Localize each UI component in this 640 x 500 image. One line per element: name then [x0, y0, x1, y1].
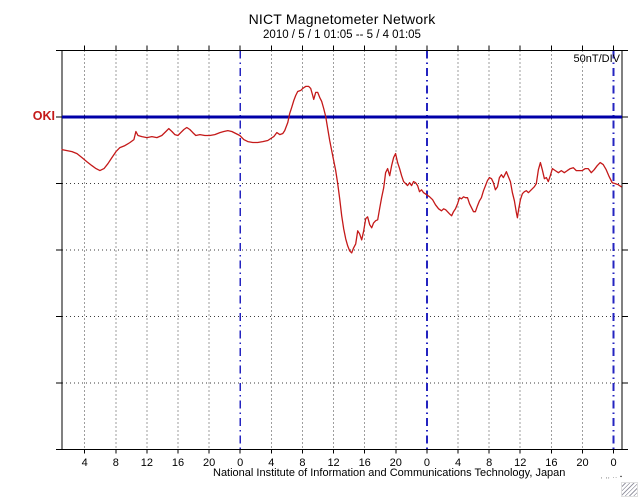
- x-tick-label: 12: [141, 457, 153, 469]
- x-tick-label: 16: [172, 457, 184, 469]
- x-tick-label: 16: [545, 457, 557, 469]
- x-tick-label: 20: [203, 457, 215, 469]
- page-title: NICT Magnetometer Network: [248, 11, 436, 27]
- resize-grip-icon[interactable]: [621, 482, 638, 497]
- x-tick-label: 4: [82, 457, 88, 469]
- station-label-oki: OKI: [32, 109, 55, 123]
- fine-print-watermark: , ,, .. ▪: [601, 474, 623, 480]
- scale-per-division-label: 50nT/DIV: [573, 53, 620, 65]
- x-tick-label: 8: [299, 457, 305, 469]
- x-tick-label: 0: [424, 457, 430, 469]
- institute-credit: National Institute of Information and Co…: [213, 467, 566, 479]
- x-tick-label: 12: [514, 457, 526, 469]
- x-tick-label: 0: [611, 457, 617, 469]
- x-tick-label: 0: [237, 457, 243, 469]
- axes-layer: 4 8 12 16 20 0 4 8 12 16 20 0 4 8 12 16 20 0: [56, 45, 628, 469]
- x-tick-label: 8: [113, 457, 119, 469]
- date-range-subtitle: 2010 / 5 / 1 01:05 -- 5 / 4 01:05: [263, 29, 421, 41]
- data-trace: [61, 85, 622, 254]
- x-tick-label: 4: [455, 457, 461, 469]
- grid-layer: [62, 50, 622, 450]
- x-tick-label: 12: [327, 457, 339, 469]
- x-tick-label: 8: [486, 457, 492, 469]
- x-tick-label: 16: [359, 457, 371, 469]
- x-tick-label: 20: [576, 457, 588, 469]
- x-tick-label: 20: [390, 457, 402, 469]
- x-tick-label: 4: [268, 457, 274, 469]
